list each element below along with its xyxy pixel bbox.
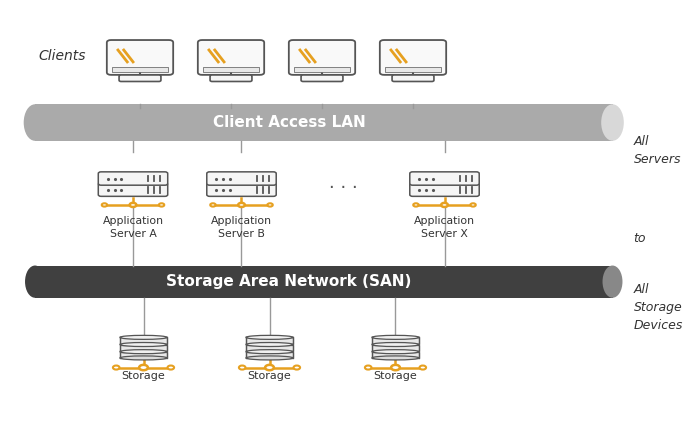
FancyBboxPatch shape [98,172,168,185]
Ellipse shape [120,350,167,354]
Circle shape [238,203,245,207]
Ellipse shape [246,343,293,347]
Circle shape [267,203,273,206]
Text: Storage: Storage [248,372,291,381]
Polygon shape [120,338,167,344]
Ellipse shape [246,335,293,339]
Ellipse shape [372,350,419,354]
Text: Storage: Storage [122,372,165,381]
Circle shape [413,203,419,206]
Polygon shape [386,67,440,72]
Circle shape [130,203,136,207]
Ellipse shape [603,265,622,298]
Polygon shape [246,344,293,351]
Polygon shape [372,338,419,344]
Ellipse shape [246,350,293,354]
Ellipse shape [246,356,293,360]
Circle shape [365,366,372,369]
Ellipse shape [372,343,419,347]
Text: Application
Server B: Application Server B [211,216,272,240]
Ellipse shape [372,335,419,339]
FancyBboxPatch shape [206,172,276,185]
FancyBboxPatch shape [107,40,173,75]
Circle shape [419,366,426,369]
FancyBboxPatch shape [119,75,161,82]
Ellipse shape [120,356,167,360]
Circle shape [159,203,164,206]
Text: Application
Server A: Application Server A [102,216,164,240]
Circle shape [265,365,274,370]
FancyBboxPatch shape [410,183,480,197]
FancyBboxPatch shape [198,40,264,75]
Circle shape [113,366,120,369]
FancyBboxPatch shape [210,75,252,82]
Polygon shape [35,104,612,141]
Circle shape [102,203,107,206]
FancyBboxPatch shape [98,183,168,197]
Ellipse shape [120,343,167,347]
FancyBboxPatch shape [410,172,480,185]
Polygon shape [295,67,349,72]
Ellipse shape [372,356,419,360]
Circle shape [167,366,174,369]
Circle shape [239,366,246,369]
Polygon shape [120,344,167,351]
Circle shape [441,203,448,207]
Text: All
Storage
Devices: All Storage Devices [634,283,683,332]
Polygon shape [35,266,612,298]
Polygon shape [204,67,258,72]
Polygon shape [120,352,167,358]
Polygon shape [372,352,419,358]
FancyBboxPatch shape [206,183,276,197]
Ellipse shape [120,335,167,339]
Text: All
Servers: All Servers [634,135,681,166]
Circle shape [293,366,300,369]
Circle shape [391,365,400,370]
Circle shape [470,203,476,206]
Polygon shape [372,344,419,351]
FancyBboxPatch shape [301,75,343,82]
Text: Storage: Storage [374,372,417,381]
Text: Storage Area Network (SAN): Storage Area Network (SAN) [167,274,412,289]
Text: Application
Server X: Application Server X [414,216,475,240]
Ellipse shape [24,104,46,141]
Text: . . .: . . . [328,174,358,192]
Circle shape [210,203,216,206]
Ellipse shape [25,265,45,298]
FancyBboxPatch shape [289,40,355,75]
Polygon shape [113,67,167,72]
Text: to: to [634,232,646,245]
Text: Client Access LAN: Client Access LAN [213,115,365,130]
Text: Clients: Clients [38,49,86,63]
Ellipse shape [601,104,624,141]
FancyBboxPatch shape [380,40,446,75]
Polygon shape [246,338,293,344]
Circle shape [139,365,148,370]
FancyBboxPatch shape [392,75,434,82]
Polygon shape [246,352,293,358]
